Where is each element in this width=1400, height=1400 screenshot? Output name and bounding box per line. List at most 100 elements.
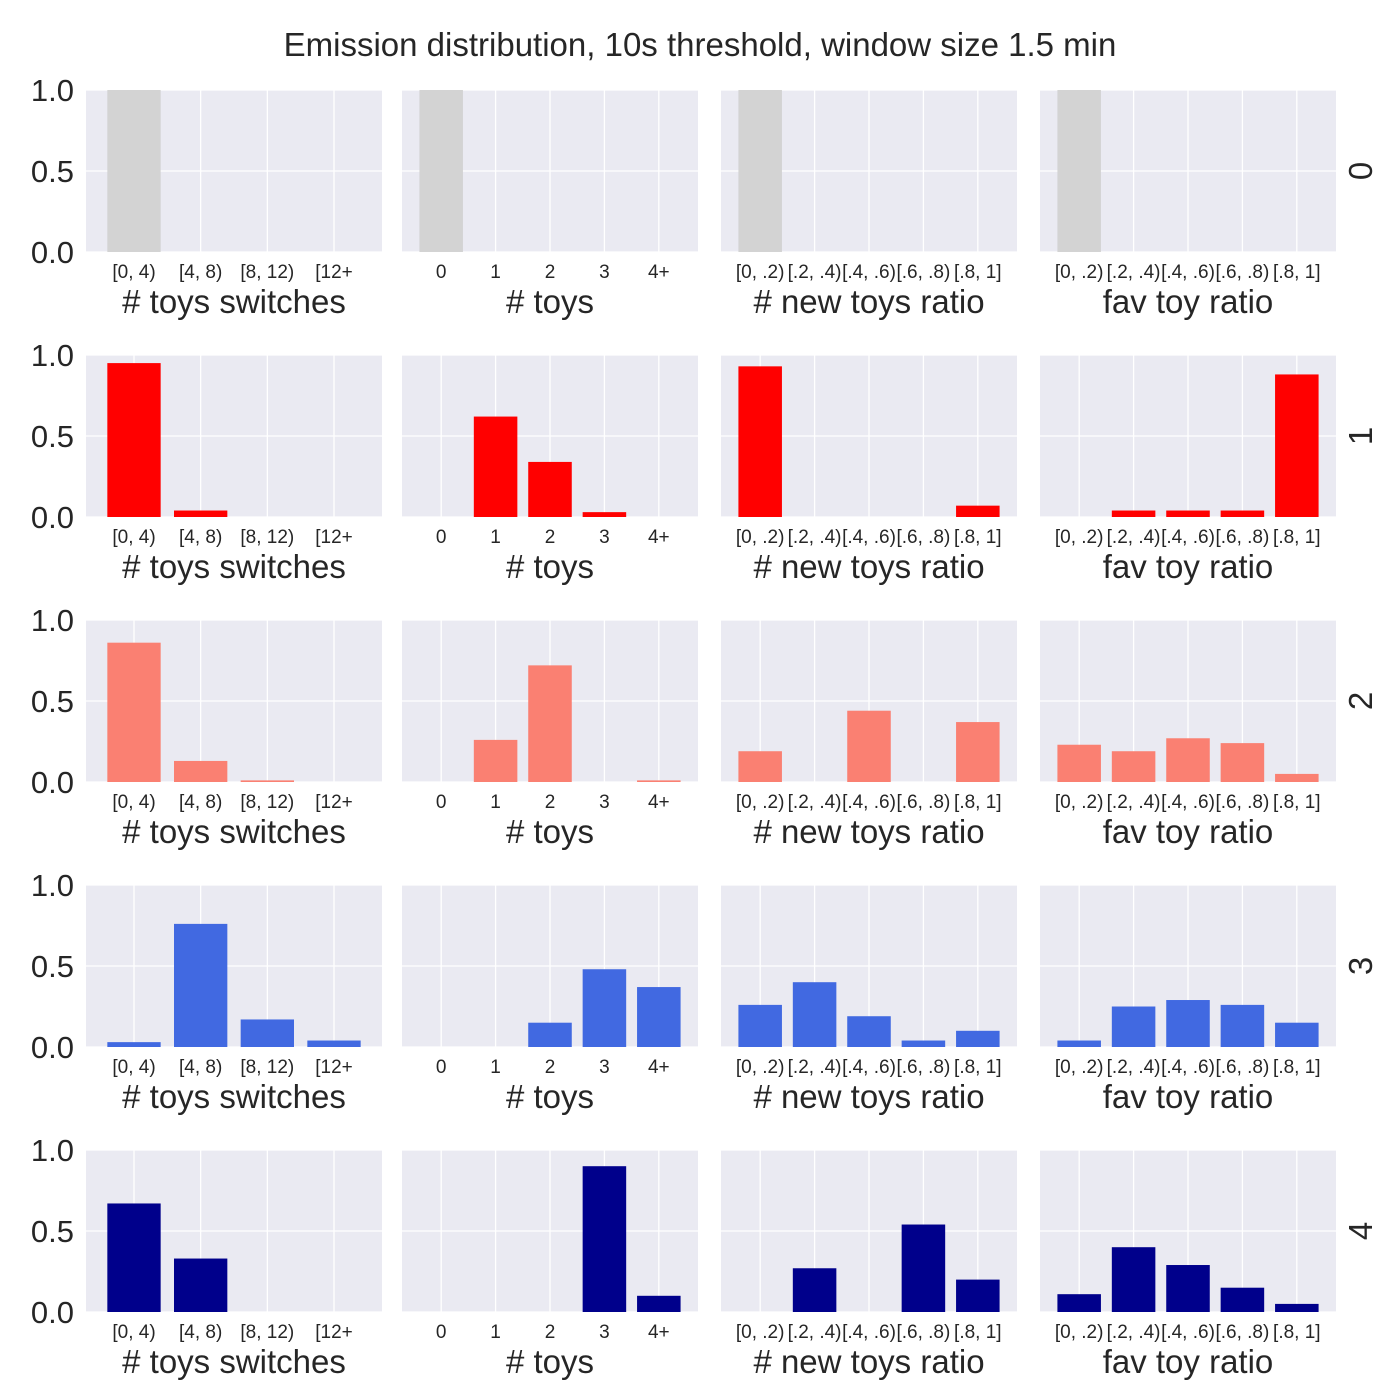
- panel-r1-c2: [0, .2) [.2, .4) [.4, .6) [.6, .8) [.8, 1]# …: [721, 354, 1017, 585]
- x-axis-label: fav toy ratio: [1103, 1343, 1274, 1380]
- x-tick-label: 2: [545, 1057, 556, 1078]
- row-label-1: 1: [1342, 427, 1379, 445]
- panel-r2-c0: [0, 4) [4, 8) [8, 12) [12+# toys switches 0.…: [31, 603, 382, 850]
- y-tick-label: 0.5: [31, 154, 74, 189]
- bar--0-2-: [1057, 1040, 1101, 1047]
- figure-title: Emission distribution, 10s threshold, wi…: [284, 26, 1117, 63]
- panel-r0-c2: [0, .2) [.2, .4) [.4, .6) [.6, .8) [.8, 1]# …: [721, 89, 1017, 320]
- x-axis-label: # toys: [506, 1343, 594, 1380]
- y-tick-label: 1.0: [31, 73, 74, 108]
- bar--0-4-: [107, 1042, 161, 1047]
- x-tick-label: [.8, 1]: [1273, 1322, 1321, 1343]
- bar--8-1-: [1275, 773, 1319, 782]
- x-tick-label: [.8, 1]: [954, 1322, 1002, 1343]
- x-tick-label: 0: [436, 792, 447, 813]
- x-tick-label: [.6, .8): [896, 792, 950, 813]
- bar--6-8-: [1220, 510, 1265, 517]
- bar--0-2-: [738, 1004, 782, 1047]
- x-axis-label: # toys: [506, 1078, 594, 1115]
- x-tick-label: 0: [436, 262, 447, 283]
- x-axis-label: # toys switches: [122, 813, 346, 850]
- bar-3: [582, 512, 627, 517]
- x-tick-label: 2: [545, 1322, 556, 1343]
- x-tick-label: [0, .2): [1055, 1322, 1104, 1343]
- x-tick-label: [.6, .8): [1215, 1322, 1269, 1343]
- x-axis-label: fav toy ratio: [1103, 548, 1274, 585]
- x-tick-label: [.6, .8): [896, 1057, 950, 1078]
- y-tick-label: 1.0: [31, 1133, 74, 1168]
- x-tick-label: [8, 12): [240, 792, 294, 813]
- y-tick-label: 0.0: [31, 500, 74, 535]
- x-tick-label: 1: [490, 1322, 501, 1343]
- x-tick-label: 4+: [648, 1322, 670, 1343]
- x-axis-label: # toys: [506, 813, 594, 850]
- panel-r2-c3: [0, .2) [.2, .4) [.4, .6) [.6, .8) [.8, 1]fa…: [1040, 619, 1336, 850]
- y-tick-label: 1.0: [31, 338, 74, 373]
- bar-1: [473, 416, 518, 517]
- bar--4-6-: [1166, 510, 1210, 517]
- x-tick-label: [0, .2): [1055, 262, 1104, 283]
- bar-2: [528, 1022, 572, 1047]
- bar--0-2-: [1057, 90, 1101, 252]
- bar--4-6-: [1166, 1265, 1210, 1312]
- x-tick-label: [.2, .4): [788, 1057, 842, 1078]
- x-tick-label: 0: [436, 1057, 447, 1078]
- y-tick-label: 0.0: [31, 765, 74, 800]
- bar--8-12-: [240, 780, 294, 782]
- x-tick-label: [4, 8): [179, 262, 222, 283]
- panel-r2-c1: 0 1 2 3 4+ # toys: [402, 619, 698, 850]
- x-tick-label: [.6, .8): [1215, 262, 1269, 283]
- x-tick-label: 2: [545, 262, 556, 283]
- x-tick-label: [0, .2): [736, 1057, 785, 1078]
- panel-r3-c1: 0 1 2 3 4+ # toys: [402, 884, 698, 1115]
- x-tick-label: [.6, .8): [896, 527, 950, 548]
- x-tick-label: [4, 8): [179, 792, 222, 813]
- x-tick-label: [0, .2): [1055, 1057, 1104, 1078]
- bar--4-6-: [1166, 1000, 1210, 1047]
- panel-r3-c3: [0, .2) [.2, .4) [.4, .6) [.6, .8) [.8, 1]fa…: [1040, 884, 1336, 1115]
- x-tick-label: [0, .2): [736, 527, 785, 548]
- x-tick-label: [.6, .8): [1215, 527, 1269, 548]
- x-tick-label: [.2, .4): [788, 1322, 842, 1343]
- panel-r0-c3: [0, .2) [.2, .4) [.4, .6) [.6, .8) [.8, 1]fa…: [1040, 89, 1336, 320]
- x-axis-label: fav toy ratio: [1103, 813, 1274, 850]
- bar--6-8-: [1220, 1287, 1265, 1312]
- x-tick-label: 2: [545, 527, 556, 548]
- x-axis-label: fav toy ratio: [1103, 1078, 1274, 1115]
- x-tick-label: [8, 12): [240, 262, 294, 283]
- bar-4-: [637, 987, 681, 1047]
- bar--8-12-: [240, 1019, 294, 1047]
- x-tick-label: [12+: [315, 1322, 353, 1343]
- x-tick-label: [.8, 1]: [1273, 792, 1321, 813]
- x-tick-label: [.8, 1]: [1273, 262, 1321, 283]
- bar--6-8-: [1220, 743, 1265, 782]
- y-tick-label: 0.0: [31, 235, 74, 270]
- panel-r1-c1: 0 1 2 3 4+ # toys: [402, 354, 698, 585]
- bar--8-1-: [1275, 374, 1319, 517]
- y-tick-label: 0.5: [31, 1214, 74, 1249]
- x-tick-label: [0, .2): [736, 1322, 785, 1343]
- x-tick-label: [0, .2): [1055, 792, 1104, 813]
- x-tick-label: 4+: [648, 1057, 670, 1078]
- x-tick-label: 1: [490, 262, 501, 283]
- x-tick-label: [.2, .4): [1107, 1057, 1161, 1078]
- x-tick-label: [.6, .8): [896, 262, 950, 283]
- x-tick-label: [.2, .4): [1107, 1322, 1161, 1343]
- x-tick-label: [.6, .8): [1215, 1057, 1269, 1078]
- bar--0-2-: [1057, 744, 1101, 782]
- panel-r0-c1: 0 1 2 3 4+ # toys: [402, 89, 698, 320]
- x-tick-label: 3: [599, 527, 610, 548]
- x-tick-label: [0, 4): [112, 1057, 155, 1078]
- bar--6-8-: [901, 1040, 946, 1047]
- panel-r4-c0: [0, 4) [4, 8) [8, 12) [12+# toys switches 0.…: [31, 1133, 382, 1380]
- x-tick-label: [8, 12): [240, 527, 294, 548]
- bar--0-2-: [738, 90, 782, 252]
- bar--4-6-: [847, 1016, 891, 1047]
- x-tick-label: 3: [599, 1322, 610, 1343]
- bar--0-4-: [107, 1203, 161, 1312]
- x-tick-label: 1: [490, 792, 501, 813]
- x-tick-label: [12+: [315, 1057, 353, 1078]
- y-tick-label: 0.5: [31, 684, 74, 719]
- bar--6-8-: [1220, 1004, 1265, 1047]
- panel-r1-c0: [0, 4) [4, 8) [8, 12) [12+# toys switches 0.…: [31, 338, 382, 585]
